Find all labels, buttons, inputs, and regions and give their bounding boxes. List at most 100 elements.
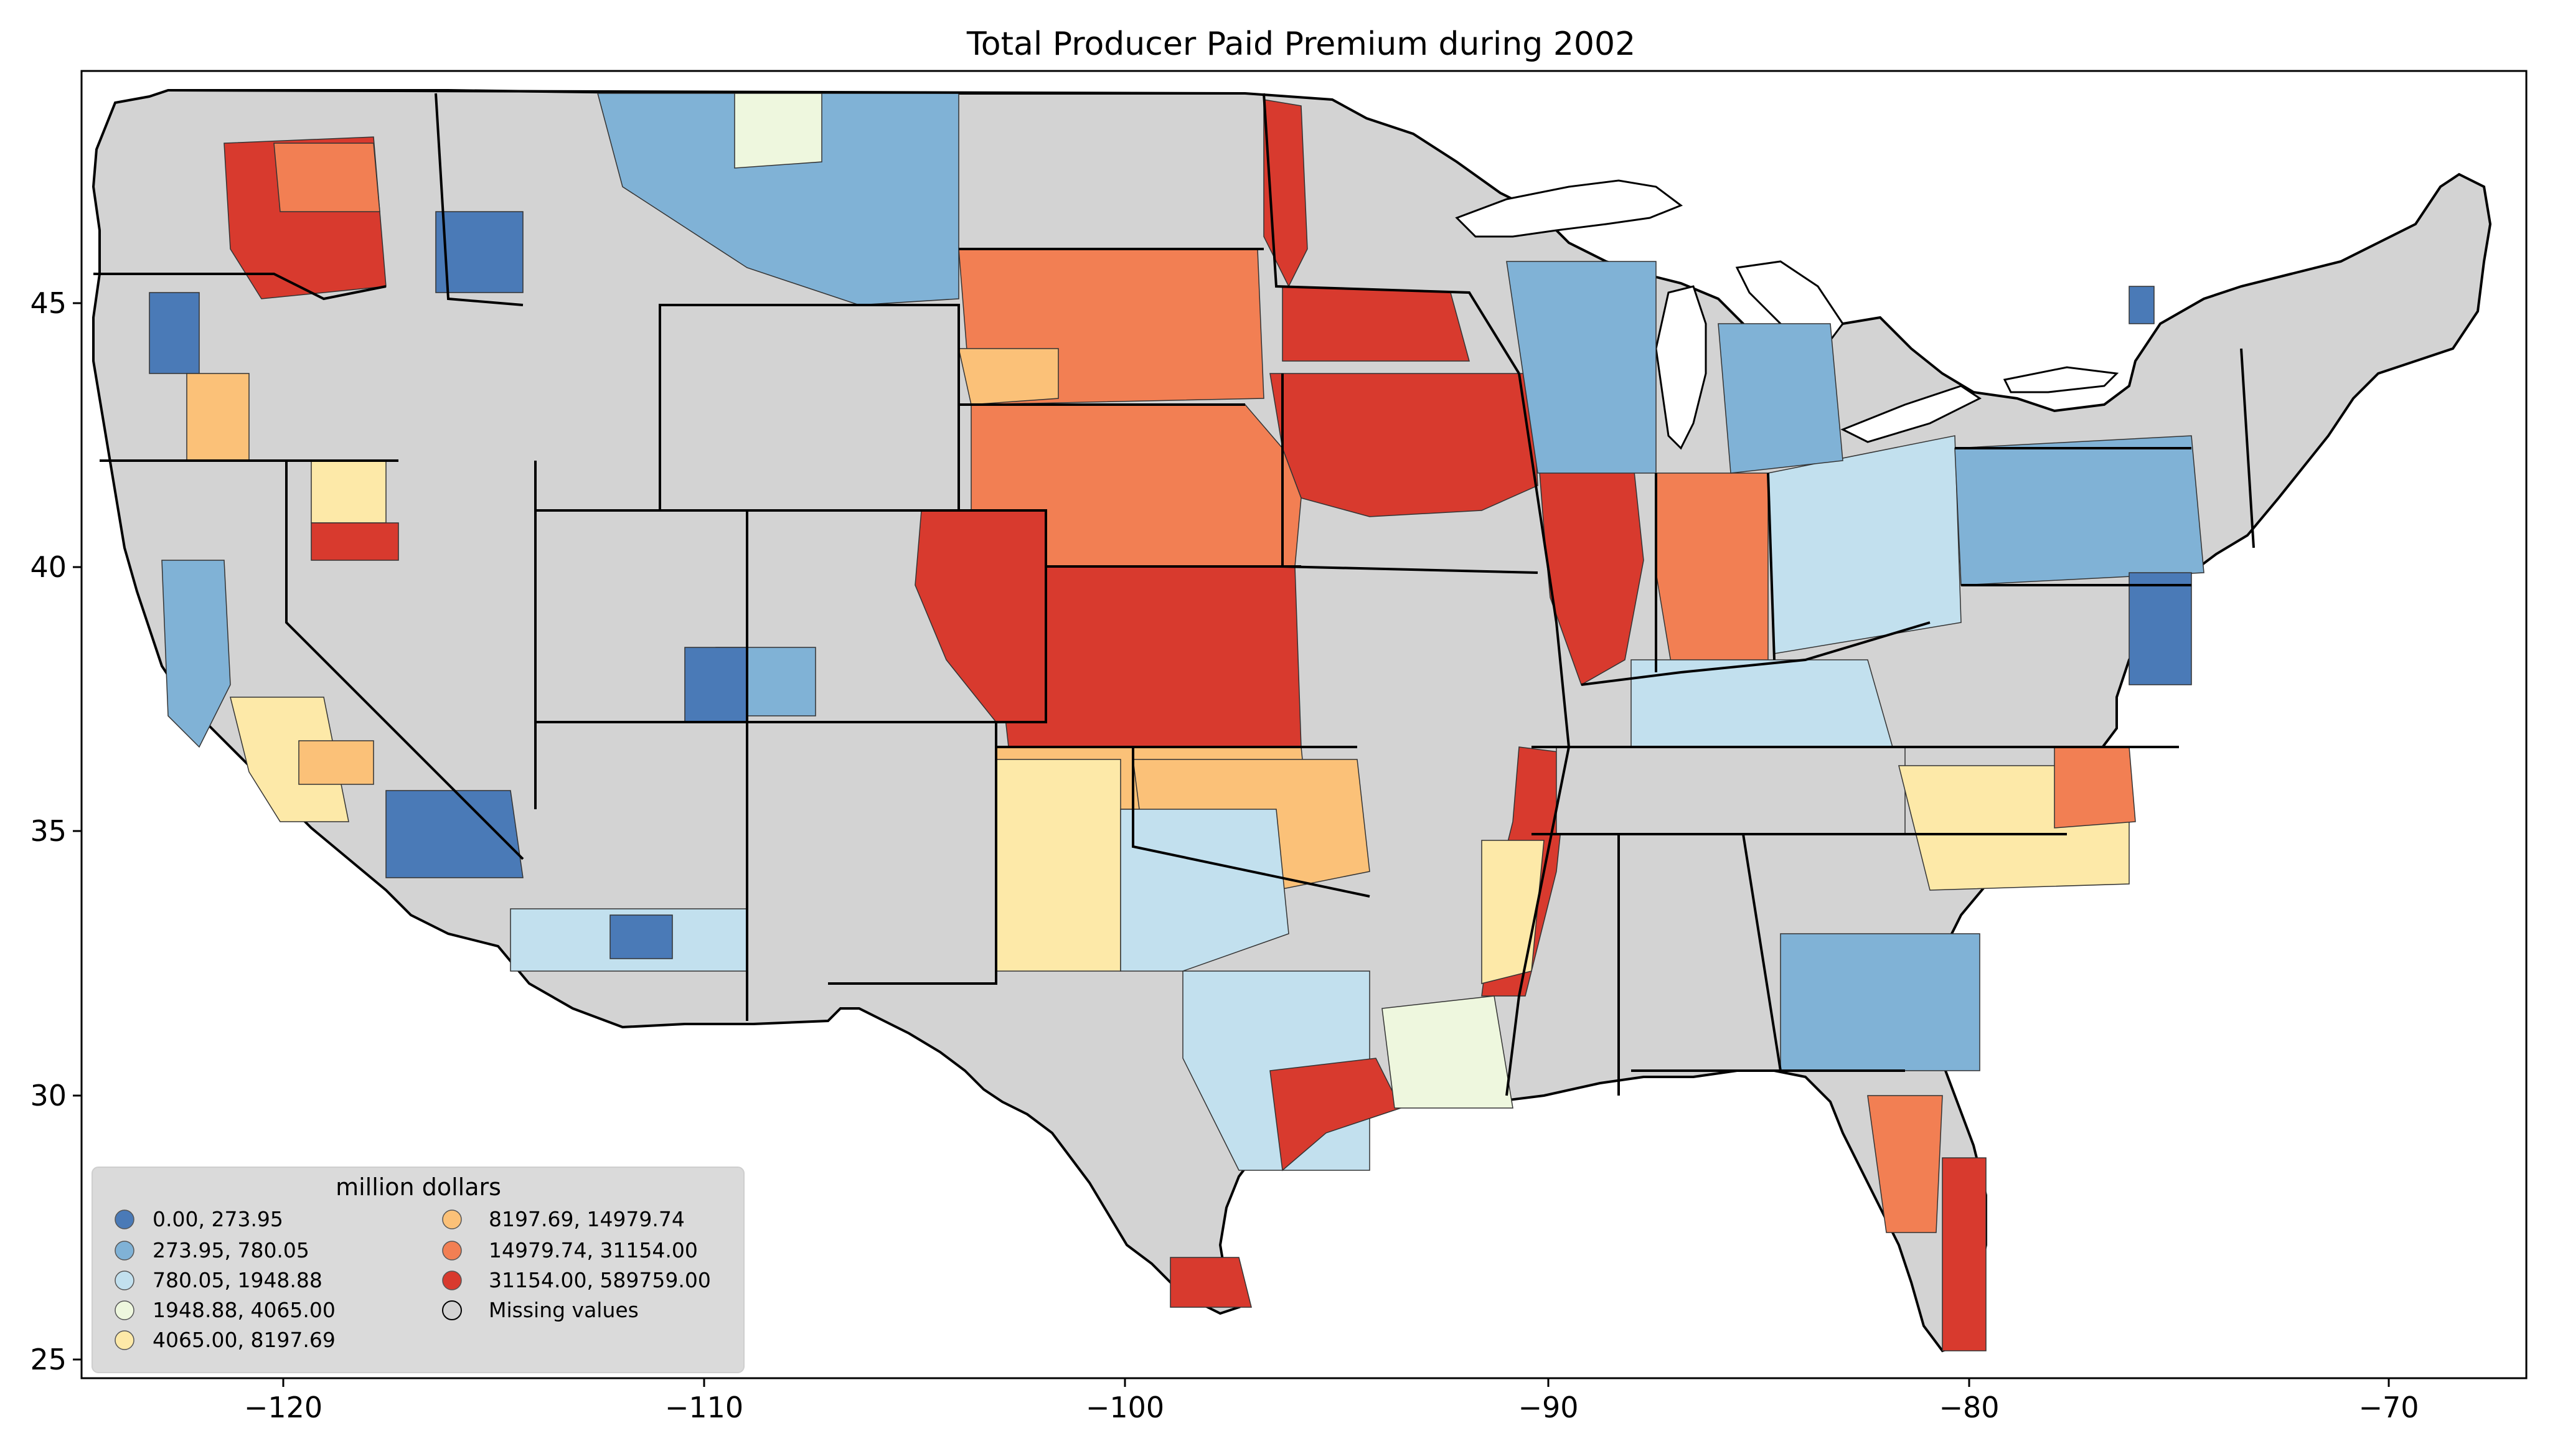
- region-montana-east: [734, 93, 822, 169]
- legend-box: [92, 1167, 745, 1373]
- county-choropleth: [149, 93, 2204, 1351]
- region-texas-coast: [1269, 1058, 1402, 1172]
- legend-label: 780.05, 1948.88: [153, 1268, 322, 1292]
- region-fresno: [298, 740, 374, 785]
- region-nc-coast: [2054, 746, 2136, 829]
- legend-swatch: [442, 1209, 462, 1229]
- region-georgia-south: [1780, 933, 1980, 1071]
- legend-item: 1948.88, 4065.00: [115, 1298, 336, 1322]
- region-indiana: [1655, 472, 1769, 685]
- map-plot-area: [92, 89, 2492, 1353]
- x-tick: −110: [665, 1378, 743, 1424]
- legend-label: 1948.88, 4065.00: [153, 1298, 336, 1322]
- lake-superior: [1455, 179, 1683, 238]
- x-tick-label: −80: [1939, 1391, 1999, 1424]
- legend-label: 8197.69, 14979.74: [489, 1207, 685, 1231]
- state-line-ohio-river: [1581, 621, 1931, 686]
- region-san-bernardino: [385, 790, 524, 878]
- region-idaho-east: [435, 211, 524, 293]
- y-tick-label: 30: [30, 1079, 67, 1112]
- map-title: Total Producer Paid Premium during 2002: [966, 26, 1635, 63]
- legend-label: 273.95, 780.05: [153, 1238, 309, 1262]
- y-tick-label: 40: [30, 550, 67, 584]
- region-san-joaquin-valley: [230, 697, 349, 822]
- legend-swatch: [115, 1209, 134, 1229]
- region-west-texas: [1120, 809, 1289, 972]
- state-line-nv-ca: [285, 461, 524, 860]
- y-tick: 25: [30, 1343, 82, 1376]
- region-south-dakota-west: [958, 348, 1059, 405]
- legend-label: Missing values: [489, 1298, 639, 1322]
- region-ohio: [1767, 435, 1962, 654]
- state-line-mn-wi: [1263, 93, 1520, 375]
- y-tick: 35: [30, 814, 82, 848]
- region-arizona-pinal: [609, 914, 673, 959]
- x-tick-label: −90: [1518, 1391, 1578, 1424]
- x-tick-label: −120: [244, 1391, 322, 1424]
- region-rio-grande-valley: [1170, 1257, 1252, 1308]
- legend-item: 8197.69, 14979.74: [442, 1207, 685, 1231]
- legend-label: 0.00, 273.95: [153, 1207, 283, 1231]
- state-line-nm-tx: [828, 722, 997, 985]
- region-florida-central: [1867, 1095, 1943, 1233]
- x-tick: −90: [1518, 1378, 1579, 1424]
- lake-michigan: [1655, 285, 1707, 450]
- region-colorado-san-luis: [684, 647, 748, 723]
- state-line-ok-tx: [1132, 747, 1370, 898]
- region-wa-east: [273, 143, 380, 212]
- x-tick-label: −100: [1086, 1391, 1164, 1424]
- region-northern-nevada-pershing: [311, 522, 399, 561]
- region-texas-panhandle: [995, 759, 1121, 972]
- region-pennsylvania: [1954, 435, 2204, 586]
- y-tick-label: 35: [30, 814, 67, 848]
- y-tick: 30: [30, 1079, 82, 1112]
- y-tick: 45: [30, 286, 82, 320]
- state-line-49th-parallel: [167, 89, 1246, 95]
- legend: million dollars 0.00, 273.95 273.95, 780…: [92, 1167, 745, 1373]
- legend-swatch: [115, 1270, 134, 1290]
- region-delmarva: [2129, 572, 2192, 685]
- region-florida-south: [1942, 1157, 1987, 1351]
- y-tick-label: 25: [30, 1343, 67, 1376]
- legend-swatch: [442, 1241, 462, 1261]
- legend-swatch: [115, 1241, 134, 1261]
- state-line-id-mt: [435, 93, 524, 306]
- state-line-ia-mo: [1281, 373, 1538, 574]
- region-sacramento-valley: [161, 560, 231, 748]
- lake-erie: [1840, 385, 1982, 443]
- region-east-washington: [149, 292, 200, 374]
- legend-label: 4065.00, 8197.69: [153, 1328, 336, 1352]
- great-lakes: [1455, 179, 2119, 450]
- region-northern-nevada-humboldt: [311, 460, 387, 524]
- x-tick-label: −110: [665, 1391, 743, 1424]
- legend-item: 4065.00, 8197.69: [115, 1328, 336, 1352]
- state-line-wa-or: [93, 273, 387, 301]
- legend-item: 780.05, 1948.88: [115, 1268, 322, 1292]
- x-tick: −70: [2358, 1378, 2419, 1424]
- state-line-ny-ne: [2240, 348, 2255, 548]
- legend-swatch: [442, 1270, 462, 1290]
- x-tick: −100: [1086, 1378, 1164, 1424]
- x-tick-label: −70: [2358, 1391, 2419, 1424]
- legend-title: million dollars: [336, 1173, 501, 1201]
- y-tick-label: 45: [30, 286, 67, 320]
- region-louisiana: [1381, 995, 1513, 1109]
- state-line-al-ga: [1742, 834, 1782, 1071]
- region-new-york-north: [2129, 286, 2155, 324]
- legend-item: 31154.00, 589759.00: [442, 1268, 711, 1292]
- lake-ontario: [2003, 366, 2119, 393]
- legend-label: 31154.00, 589759.00: [489, 1268, 711, 1292]
- legend-item: 14979.74, 31154.00: [442, 1238, 698, 1262]
- legend-swatch: [442, 1300, 462, 1320]
- state-borders: [93, 89, 2255, 1096]
- legend-label: 14979.74, 31154.00: [489, 1238, 698, 1262]
- legend-item: Missing values: [442, 1298, 639, 1322]
- x-tick: −120: [244, 1378, 322, 1424]
- region-tennessee: [1556, 746, 1906, 835]
- legend-swatch: [115, 1300, 134, 1320]
- axes-frame: [80, 70, 2528, 1379]
- region-michigan-lower: [1718, 323, 1843, 474]
- legend-item: 0.00, 273.95: [115, 1207, 283, 1231]
- state-line-in-oh: [1767, 472, 1776, 660]
